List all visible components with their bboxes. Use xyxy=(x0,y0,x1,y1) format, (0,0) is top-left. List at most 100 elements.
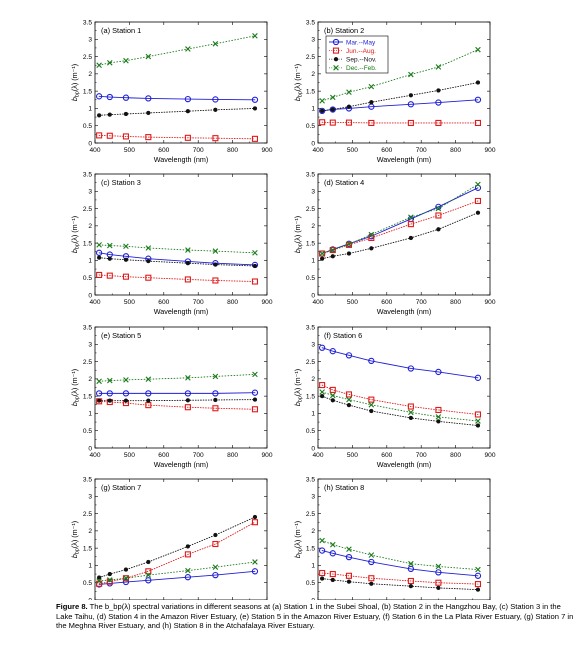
plot-frame xyxy=(317,478,491,600)
y-tick-label: 1.5 xyxy=(83,545,92,552)
x-tick-label: 700 xyxy=(193,452,204,459)
data-point xyxy=(96,113,102,118)
data-point xyxy=(107,377,113,384)
data-point xyxy=(408,584,414,589)
y-tick-label: 3 xyxy=(88,37,92,44)
x-axis-label: Wavelength (nm) xyxy=(377,307,431,316)
x-tick-label: 500 xyxy=(124,452,135,459)
y-tick-label: 1.5 xyxy=(83,393,92,400)
series-cross xyxy=(96,33,258,69)
series-line xyxy=(321,121,479,124)
data-point xyxy=(475,418,481,424)
plot-frame xyxy=(317,173,491,296)
data-point xyxy=(96,242,102,248)
data-point xyxy=(319,108,325,113)
data-point xyxy=(145,577,152,584)
x-tick-label: 800 xyxy=(227,452,238,459)
data-point xyxy=(475,46,481,53)
data-point xyxy=(213,397,218,403)
x-tick-label: 600 xyxy=(158,147,169,154)
data-point xyxy=(146,258,151,264)
y-tick-label: 0.5 xyxy=(83,428,92,435)
y-tick-label: 3 xyxy=(88,189,92,196)
data-point xyxy=(96,575,102,580)
data-point xyxy=(346,402,352,408)
y-tick-label: 3.5 xyxy=(83,476,92,483)
data-point xyxy=(346,396,352,403)
data-point xyxy=(146,110,151,116)
data-point xyxy=(436,227,441,232)
data-point xyxy=(330,577,335,583)
y-tick-label: 1 xyxy=(88,411,92,418)
data-point xyxy=(329,119,336,126)
data-point xyxy=(346,104,352,109)
data-point xyxy=(213,262,218,267)
data-point xyxy=(146,398,151,403)
data-point xyxy=(122,578,130,586)
data-point xyxy=(185,46,191,52)
data-point xyxy=(475,423,481,428)
data-point xyxy=(369,246,374,251)
data-point xyxy=(407,577,414,585)
x-tick-label: 500 xyxy=(124,299,135,306)
legend-label: Sep.--Nov. xyxy=(346,57,377,64)
series-circle xyxy=(318,344,482,381)
data-point xyxy=(474,184,482,191)
data-point xyxy=(436,88,441,93)
chart-panel-5: 400 500 600 700 800 900 0 0.5 1 1.5 2 2.5 3 3.5 Wavele… xyxy=(70,324,273,469)
y-tick-label: 2 xyxy=(311,223,315,230)
series-dot xyxy=(319,393,481,428)
data-point xyxy=(107,577,113,583)
x-tick-label: 400 xyxy=(312,147,323,154)
series-square xyxy=(319,382,482,418)
x-tick-label: 700 xyxy=(416,147,427,154)
series-square xyxy=(96,271,259,285)
data-point xyxy=(407,221,414,228)
y-tick-label: 0 xyxy=(88,292,92,299)
data-point xyxy=(407,365,415,372)
data-point xyxy=(475,181,481,188)
legend: Mar.--May Jun.--Aug. Sep.--Nov.Dec.--Feb. xyxy=(325,35,389,74)
data-point xyxy=(475,80,481,85)
data-point xyxy=(145,53,152,60)
data-point xyxy=(122,390,130,397)
x-tick-label: 500 xyxy=(347,452,358,459)
x-tick-label: 700 xyxy=(193,147,204,154)
data-point xyxy=(435,406,442,414)
data-point xyxy=(330,398,335,403)
data-point xyxy=(123,243,129,250)
y-tick-label: 0.5 xyxy=(83,580,92,587)
data-point xyxy=(106,390,113,397)
y-tick-label: 1 xyxy=(311,258,315,265)
data-point xyxy=(145,245,152,251)
chart-panel-4: 400 500 600 700 800 900 0 0.5 1 1.5 2 2.5 3 3.5 Wavele… xyxy=(293,171,496,316)
data-point xyxy=(318,547,326,554)
data-point xyxy=(251,568,259,575)
data-point xyxy=(408,409,414,416)
y-tick-label: 1 xyxy=(88,563,92,570)
series-square xyxy=(319,569,482,588)
data-point xyxy=(145,390,152,397)
x-tick-label: 500 xyxy=(124,147,135,154)
y-tick-label: 3 xyxy=(311,37,315,44)
x-tick-label: 400 xyxy=(89,147,100,154)
plot-frame xyxy=(94,173,268,296)
series-line xyxy=(98,134,256,140)
data-point xyxy=(345,553,353,561)
data-point xyxy=(184,551,191,558)
data-point xyxy=(96,578,102,584)
y-tick-label: 2.5 xyxy=(306,54,315,61)
data-point xyxy=(212,405,219,412)
x-tick-label: 700 xyxy=(193,299,204,306)
y-tick-label: 1.5 xyxy=(83,88,92,95)
data-point xyxy=(319,576,325,581)
y-tick-label: 0.5 xyxy=(306,428,315,435)
data-point xyxy=(346,89,352,95)
data-point xyxy=(106,93,113,101)
series-line xyxy=(98,392,256,394)
data-point xyxy=(319,537,325,544)
y-tick-label: 1.5 xyxy=(306,393,315,400)
data-point xyxy=(435,563,442,570)
data-point xyxy=(95,390,103,397)
data-point xyxy=(368,234,375,242)
